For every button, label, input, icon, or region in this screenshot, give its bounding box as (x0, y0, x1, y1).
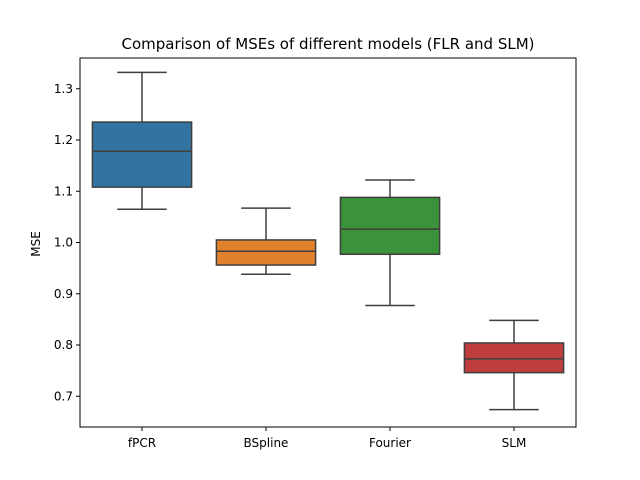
y-tick-label: 0.9 (54, 287, 73, 301)
box-body (339, 196, 441, 256)
chart-title: Comparison of MSEs of different models (… (121, 35, 534, 53)
x-tick-label: BSpline (244, 436, 289, 450)
x-tick-label: fPCR (128, 436, 156, 450)
y-tick-label: 1.2 (54, 133, 73, 147)
box-fourier (339, 179, 441, 307)
x-tick-label: Fourier (369, 436, 411, 450)
y-axis-label: MSE (29, 231, 43, 257)
y-tick-label: 0.8 (54, 338, 73, 352)
y-tick-label: 1.0 (54, 236, 73, 250)
box-body (463, 342, 565, 374)
x-axis: fPCR BSpline Fourier SLM (128, 427, 526, 450)
y-tick-label: 1.1 (54, 184, 73, 198)
y-tick-label: 1.3 (54, 82, 73, 96)
box-bspline (215, 207, 317, 276)
boxes-group (91, 71, 565, 411)
y-axis: 0.7 0.8 0.9 1.0 1.1 1.2 1.3 (54, 82, 80, 403)
x-tick-label: SLM (502, 436, 527, 450)
plot-area-frame (79, 57, 577, 428)
box-fpcr (91, 71, 193, 210)
box-body (91, 121, 193, 188)
y-tick-label: 0.7 (54, 389, 73, 403)
box-slm (463, 319, 565, 411)
box-body (215, 239, 317, 266)
